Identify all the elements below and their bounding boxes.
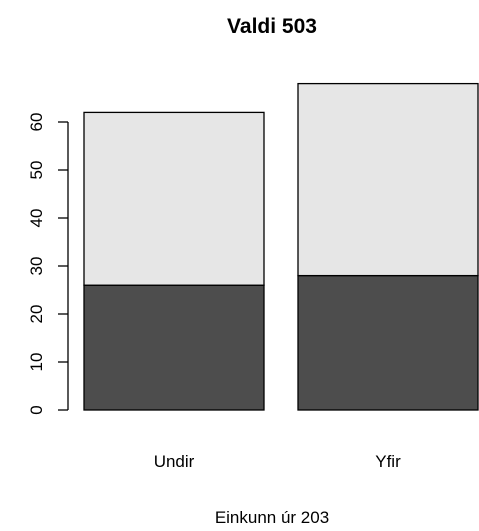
y-tick-label: 0 xyxy=(27,405,46,414)
x-tick-labels: Undir Yfir xyxy=(154,452,401,471)
bar-yfir-segment-1 xyxy=(297,274,479,411)
x-axis-label: Einkunn úr 203 xyxy=(215,508,329,527)
bar-undir-segment-1 xyxy=(83,284,265,411)
bar-yfir-segment-2 xyxy=(297,82,479,277)
chart-title: Valdi 503 xyxy=(227,15,317,38)
y-tick-label: 50 xyxy=(27,161,46,180)
y-axis: 0 10 20 30 40 50 60 xyxy=(27,113,69,415)
y-tick-label: 40 xyxy=(27,209,46,228)
bars-layer xyxy=(83,82,479,411)
y-tick-label: 20 xyxy=(27,305,46,324)
bar-undir-segment-2 xyxy=(83,111,265,286)
y-tick-label: 30 xyxy=(27,257,46,276)
y-tick-label: 10 xyxy=(27,353,46,372)
x-tick-label: Yfir xyxy=(375,452,401,471)
y-tick-label: 60 xyxy=(27,113,46,132)
x-tick-label: Undir xyxy=(154,452,195,471)
